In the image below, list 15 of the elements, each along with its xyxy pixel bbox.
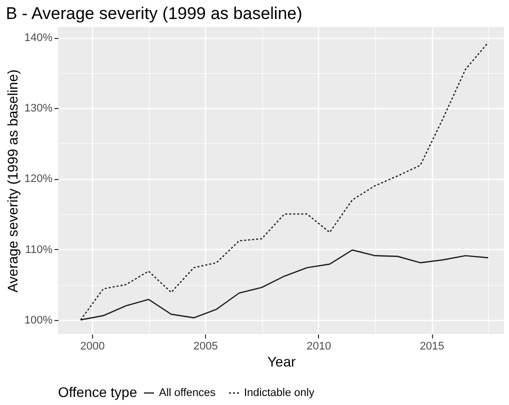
y-axis-title: Average severity (1999 as baseline)	[4, 69, 20, 293]
chart-title: B - Average severity (1999 as baseline)	[6, 4, 302, 23]
legend-label: All offences	[159, 387, 216, 399]
y-tick-label: 130%	[24, 102, 53, 115]
x-tick-label: 2010	[306, 340, 332, 352]
x-axis-title: Year	[267, 354, 296, 370]
y-tick-label: 120%	[24, 173, 53, 186]
legend-title: Offence type	[58, 384, 138, 400]
x-tick-label: 2005	[193, 340, 218, 352]
y-tick-label: 100%	[24, 314, 53, 326]
x-tick-label: 2000	[80, 340, 105, 352]
y-tick-label: 140%	[24, 32, 53, 44]
x-tick-label: 2015	[420, 340, 444, 352]
legend-label: Indictable only	[244, 387, 315, 399]
y-tick-label: 110%	[25, 244, 53, 256]
